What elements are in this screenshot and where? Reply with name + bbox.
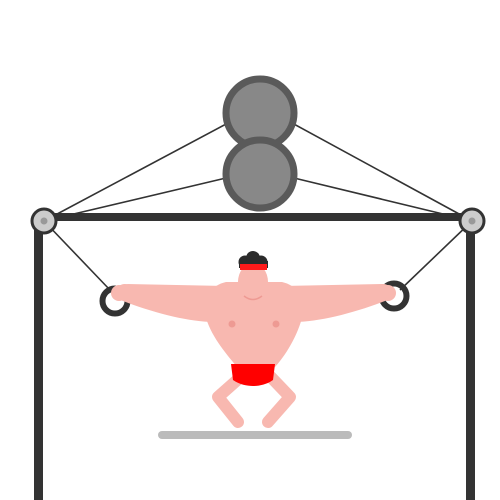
athlete-torso	[204, 282, 304, 368]
left-hand	[111, 285, 127, 301]
machine-frame	[34, 213, 475, 500]
cable-top-plate-right	[291, 122, 473, 222]
cable-left-handle	[43, 220, 111, 291]
right-pulley	[458, 207, 486, 235]
weight-stack	[222, 75, 298, 212]
weight-plate-icon	[222, 136, 298, 212]
left-pulley	[30, 207, 58, 235]
athlete-mouth	[243, 295, 263, 301]
pulley-hub	[468, 217, 476, 225]
cable-top-plate-left	[43, 122, 229, 222]
athlete-icon	[111, 251, 396, 428]
right-hand	[380, 285, 396, 301]
frame-top-beam	[38, 213, 470, 221]
frame-right-post	[466, 215, 475, 500]
right-arm	[282, 284, 393, 322]
headband	[240, 264, 267, 270]
left-arm	[115, 284, 226, 322]
cable-bottom-plate-right	[293, 177, 473, 222]
right-nipple	[272, 320, 280, 328]
left-nipple	[228, 320, 236, 328]
athlete-head	[238, 263, 268, 301]
athlete-legs	[212, 368, 296, 428]
pulley-hub	[40, 217, 48, 225]
athlete-shorts	[231, 364, 275, 386]
left-leg	[212, 368, 250, 428]
frame-left-post	[34, 215, 43, 500]
cables	[43, 122, 473, 291]
cable-bottom-plate-left	[43, 177, 227, 222]
right-leg	[262, 368, 296, 428]
cable-right-handle	[399, 220, 473, 291]
